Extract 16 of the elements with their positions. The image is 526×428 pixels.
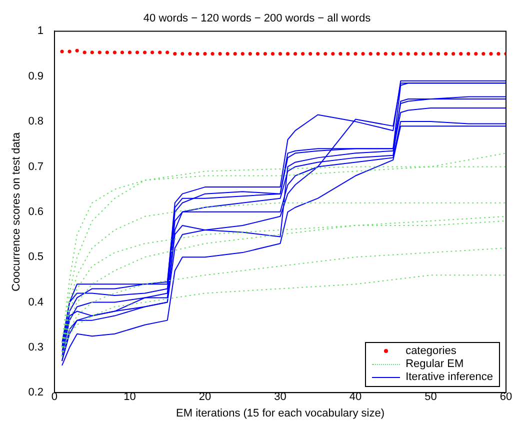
legend-label: categories bbox=[406, 344, 456, 358]
x-tick-label: 60 bbox=[500, 391, 512, 404]
y-tick-label: 0.3 bbox=[28, 341, 44, 354]
y-tick-label: 1 bbox=[37, 25, 44, 38]
legend-label: Iterative inference bbox=[406, 370, 493, 384]
y-tick-label: 0.7 bbox=[28, 160, 44, 173]
y-tick-label: 0.5 bbox=[28, 251, 44, 264]
legend-label: Regular EM bbox=[406, 358, 464, 371]
y-tick-label: 0.4 bbox=[28, 296, 44, 308]
y-tick-label: 0.2 bbox=[28, 386, 44, 399]
y-tick-label: 0.6 bbox=[28, 206, 44, 218]
y-tick-label: 0.8 bbox=[28, 116, 44, 128]
y-tick-label: 0.9 bbox=[28, 70, 44, 82]
y-axis-title: Coocurrence scores on test data bbox=[10, 132, 23, 292]
chart-title: 40 words − 120 words − 200 words − all words bbox=[143, 12, 372, 25]
x-axis-title: EM iterations (15 for each vocabulary size) bbox=[176, 407, 384, 420]
